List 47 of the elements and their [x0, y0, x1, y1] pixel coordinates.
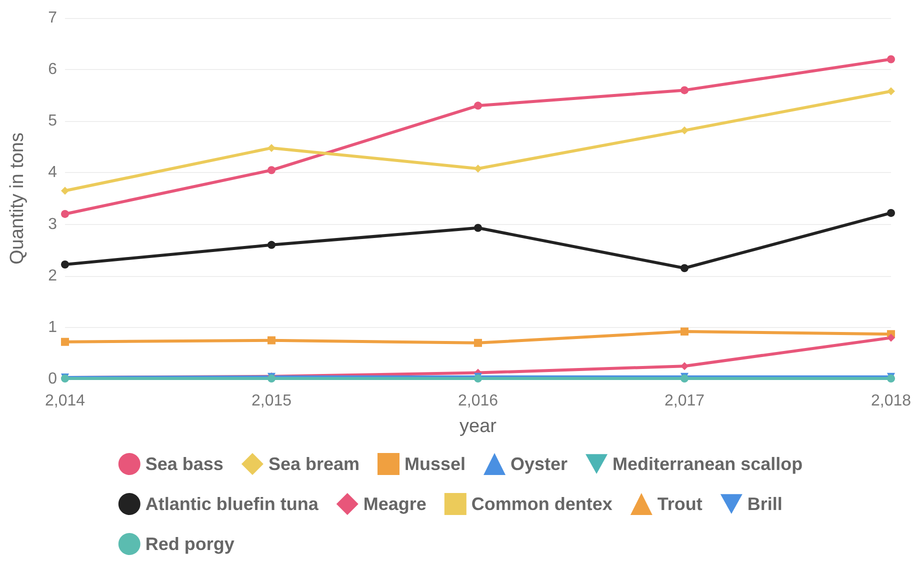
- point: [474, 164, 482, 173]
- point: [680, 328, 688, 336]
- point: [268, 240, 276, 249]
- point: [680, 362, 688, 370]
- point: [474, 338, 482, 347]
- y-tick-label: 6: [48, 61, 58, 78]
- point: [680, 264, 688, 272]
- legend-label: Sea bream: [268, 454, 360, 474]
- x-tick-label: 2,018: [870, 392, 912, 410]
- point: [680, 126, 688, 134]
- point: [268, 144, 276, 152]
- point: [474, 102, 482, 110]
- point: [887, 208, 895, 217]
- y-tick-label: 5: [48, 112, 58, 130]
- legend-label: Red porgy: [145, 534, 234, 554]
- point: [680, 86, 688, 94]
- point: [61, 210, 69, 218]
- y-tick-label: 7: [48, 10, 58, 26]
- point: [474, 224, 482, 232]
- x-tick-label: 2,015: [251, 392, 292, 410]
- x-axis-title: year: [460, 416, 498, 437]
- y-axis-title: Quantity in tons: [7, 132, 28, 265]
- point: [887, 334, 895, 342]
- point: [268, 166, 276, 174]
- legend-label: Mussel: [404, 454, 466, 474]
- y-tick-label: 3: [48, 216, 58, 233]
- legend-label: Meagre: [363, 494, 426, 514]
- legend-label: Brill: [747, 494, 782, 514]
- legend-label: Sea bass: [145, 454, 224, 474]
- point: [61, 338, 69, 346]
- point: [61, 186, 69, 195]
- legend-label: Common dentex: [471, 494, 612, 514]
- x-tick-label: 2,014: [44, 392, 86, 410]
- point: [887, 87, 895, 96]
- legend-label: Trout: [657, 494, 702, 514]
- point: [61, 260, 69, 269]
- y-tick-label: 4: [48, 164, 58, 182]
- legend-label: Mediterranean scallop: [612, 454, 803, 474]
- point: [268, 336, 276, 344]
- y-tick-label: 1: [48, 318, 58, 336]
- legend-label: Atlantic bluefin tuna: [145, 494, 320, 514]
- x-tick-label: 2,016: [458, 392, 498, 410]
- legend-label: Oyster: [510, 454, 568, 474]
- y-tick-label: 2: [48, 267, 58, 284]
- x-tick-label: 2,017: [664, 392, 705, 410]
- y-tick-label: 0: [48, 370, 58, 388]
- point: [887, 55, 895, 64]
